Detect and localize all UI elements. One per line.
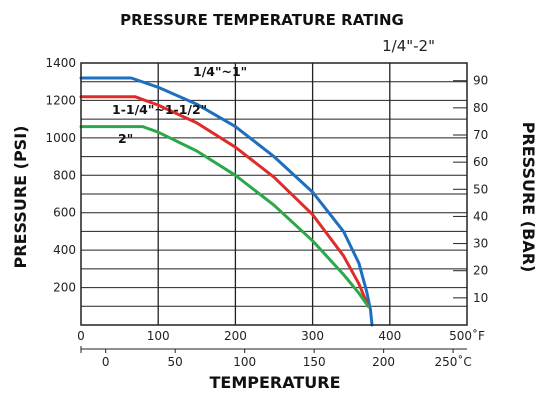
series-line-0 <box>79 76 374 327</box>
x-primary-tick-label: 200 <box>224 329 247 343</box>
y-axis-label-left: PRESSURE (PSI) <box>11 126 30 269</box>
series-line-1 <box>79 95 370 308</box>
x-primary-tick-label: 500˚F <box>449 328 485 343</box>
x-secondary-tick-label: 0 <box>102 355 110 369</box>
x-secondary-ticks: 0 50 100 150 200 250˚C <box>80 346 472 369</box>
y-right-tick-label: 90 <box>473 74 488 88</box>
x-primary-tick-label: 400 <box>378 329 401 343</box>
x-primary-tick-label: 300 <box>301 329 324 343</box>
y-right-tick-label: 50 <box>473 182 488 196</box>
y-right-ticks: 10 20 30 40 50 60 70 80 90 <box>453 74 488 305</box>
x-primary-tick-label: 100 <box>147 329 170 343</box>
x-primary-tick-label: 0 <box>77 329 85 343</box>
chart-subtitle: 1/4"-2" <box>382 37 435 55</box>
y-left-tick-label: 200 <box>53 281 76 295</box>
x-primary-ticks: 0 100 200 300 400 500˚F <box>77 328 485 343</box>
y-axis-label-right: PRESSURE (BAR) <box>519 122 538 273</box>
y-left-tick-label: 600 <box>53 206 76 220</box>
plot-frame <box>80 62 468 326</box>
x-secondary-tick-label: 100 <box>233 355 256 369</box>
y-left-tick-label: 1400 <box>45 56 76 70</box>
x-secondary-tick-label: 250˚C <box>434 354 471 369</box>
series-line-2 <box>79 125 370 308</box>
series-label-quarter-to-one: 1/4"~1" <box>193 64 247 79</box>
y-right-tick-label: 10 <box>473 291 488 305</box>
x-secondary-tick-label: 200 <box>372 355 395 369</box>
x-axis-label: TEMPERATURE <box>209 373 340 392</box>
series-label-one-quarter-to-one-half: 1-1/4"~1-1/2" <box>112 102 207 117</box>
y-right-tick-label: 80 <box>473 101 488 115</box>
y-left-tick-label: 1200 <box>45 93 76 107</box>
series-layer <box>79 76 374 327</box>
y-right-tick-label: 60 <box>473 155 488 169</box>
y-left-tick-label: 400 <box>53 243 76 257</box>
series-label-two-inch: 2" <box>118 131 133 146</box>
y-right-tick-label: 30 <box>473 237 488 251</box>
y-right-tick-label: 20 <box>473 264 488 278</box>
x-secondary-tick-label: 50 <box>168 355 183 369</box>
y-right-tick-label: 40 <box>473 209 488 223</box>
y-left-ticks: 200 400 600 800 1000 1200 1400 <box>45 56 76 295</box>
y-left-tick-label: 1000 <box>45 131 76 145</box>
chart-title: PRESSURE TEMPERATURE RATING <box>120 11 404 29</box>
y-right-tick-label: 70 <box>473 128 488 142</box>
y-left-tick-label: 800 <box>53 168 76 182</box>
x-secondary-tick-label: 150 <box>303 355 326 369</box>
